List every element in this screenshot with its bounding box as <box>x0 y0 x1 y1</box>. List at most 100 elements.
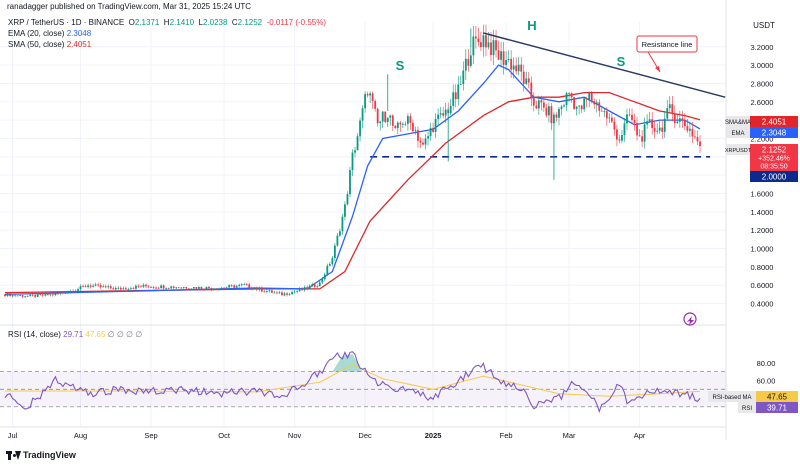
ema-legend[interactable]: EMA (20, close) 2.3048 <box>8 29 92 38</box>
candle-body <box>691 128 694 137</box>
candle-body <box>553 114 555 124</box>
candle-body <box>253 288 256 290</box>
candle-body <box>323 274 326 280</box>
candlesticks[interactable] <box>4 24 701 299</box>
candle-body <box>36 294 39 297</box>
candle-body <box>155 287 157 289</box>
candle-body <box>67 292 69 294</box>
open-value: 2.1371 <box>134 18 160 27</box>
candle-body <box>265 291 268 292</box>
candle-body <box>381 111 384 122</box>
left-shoulder-label: S <box>396 58 405 73</box>
time-tick-label: Dec <box>358 431 372 440</box>
candle-body <box>359 120 361 137</box>
time-tick-label: Apr <box>634 431 646 440</box>
candle-body <box>77 289 79 292</box>
candle-body <box>243 284 246 286</box>
candle-body <box>245 284 248 286</box>
footer-brand[interactable]: TradingView <box>6 450 76 460</box>
rsi-path <box>4 351 701 414</box>
rsi-badge: RSI 39.71 <box>738 402 798 413</box>
candle-body <box>573 97 575 109</box>
candle-body <box>218 288 220 290</box>
candle-body <box>379 121 382 124</box>
candle-body <box>452 92 455 106</box>
price-tick-label: 1.2000 <box>751 226 774 235</box>
candle-body <box>472 36 475 56</box>
candle-body <box>69 290 72 293</box>
candle-body <box>235 285 238 288</box>
candle-body <box>467 58 470 66</box>
candle-body <box>464 58 467 71</box>
candle-body <box>203 288 205 290</box>
rsi-legend[interactable]: RSI (14, close) 29.71 47.65 ∅ ∅ ∅ ∅ <box>8 330 143 339</box>
candle-body <box>603 111 606 113</box>
candle-body <box>205 286 208 290</box>
candle-body <box>673 113 676 124</box>
candle-body <box>238 284 241 286</box>
candle-body <box>422 142 424 145</box>
candle-body <box>404 123 407 125</box>
resistance-callout[interactable]: Resistance line <box>636 35 698 73</box>
candle-body <box>530 82 533 98</box>
high-value: 2.1410 <box>169 18 195 27</box>
candle-body <box>548 106 550 116</box>
candle-body <box>512 65 515 70</box>
candle-body <box>16 295 19 297</box>
time-axis[interactable]: Jul Aug Sep Oct Nov Dec 2025 Feb Mar Apr <box>8 431 646 440</box>
candle-body <box>114 287 117 290</box>
price-tick-label: 2.8000 <box>751 79 774 88</box>
candle-body <box>29 294 32 296</box>
svg-text:47.65: 47.65 <box>767 393 788 402</box>
candle-body <box>336 235 339 246</box>
price-tick-label: 0.6000 <box>751 281 774 290</box>
candle-body <box>298 288 301 292</box>
candle-body <box>386 117 389 123</box>
candle-body <box>560 106 563 109</box>
candle-body <box>482 35 485 48</box>
tradingview-watermark-icon[interactable] <box>683 312 697 326</box>
candle-body <box>417 130 419 141</box>
candle-body <box>308 286 311 289</box>
candle-body <box>638 135 641 137</box>
candle-body <box>192 287 195 289</box>
price-tick-label: 0.4000 <box>751 300 774 309</box>
candle-body <box>130 288 132 290</box>
candle-body <box>26 295 29 297</box>
candle-body <box>283 293 286 296</box>
candle-body <box>485 35 487 48</box>
candle-body <box>230 285 233 287</box>
candle-body <box>82 286 84 288</box>
low-value: 2.0238 <box>202 18 228 27</box>
candle-body <box>124 288 127 290</box>
candle-body <box>588 93 591 100</box>
candle-body <box>140 286 142 288</box>
candle-body <box>583 98 586 110</box>
candle-body <box>223 287 225 289</box>
svg-text:SMA&MA: SMA&MA <box>725 120 751 126</box>
candle-body <box>255 288 258 290</box>
candle-body <box>550 106 553 124</box>
candle-body <box>175 287 178 289</box>
rsi-lines[interactable] <box>4 351 701 414</box>
svg-text:RSI-based MA: RSI-based MA <box>712 395 751 401</box>
sma-legend[interactable]: SMA (50, close) 2.4051 <box>8 40 92 49</box>
candle-body <box>369 93 372 96</box>
candle-body <box>89 285 92 287</box>
candle-body <box>333 245 336 259</box>
candle-body <box>9 293 11 297</box>
candle-body <box>213 288 215 290</box>
rsi-ma-badge: RSI-based MA 47.65 <box>708 391 798 402</box>
candle-body <box>263 291 266 293</box>
candle-body <box>502 51 505 65</box>
candle-body <box>409 116 412 123</box>
resistance-trendline[interactable] <box>483 32 726 98</box>
candle-body <box>497 50 500 60</box>
candle-body <box>686 126 689 131</box>
sma-50-line[interactable] <box>4 91 701 294</box>
candle-body <box>651 119 654 129</box>
candle-body <box>477 38 480 43</box>
candle-body <box>641 136 643 142</box>
candle-body <box>683 120 686 127</box>
